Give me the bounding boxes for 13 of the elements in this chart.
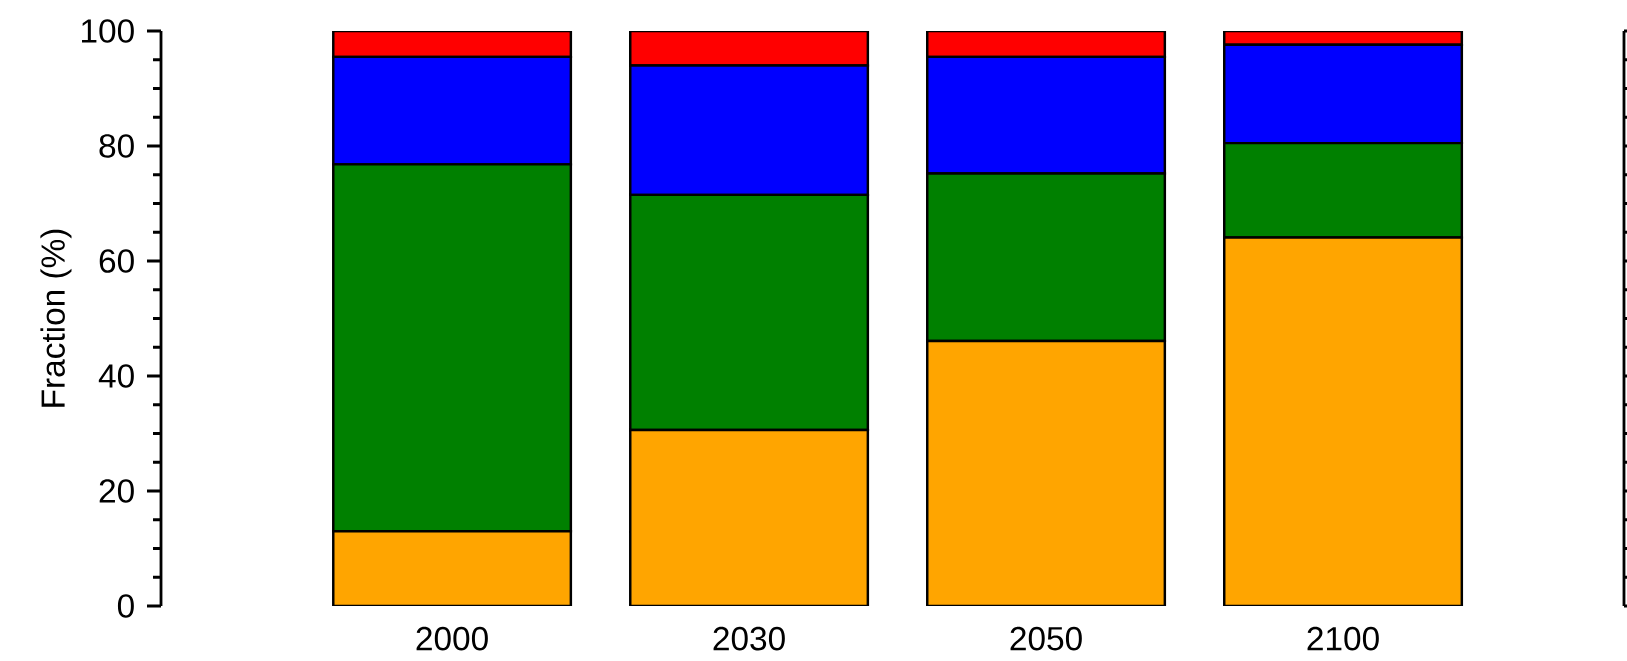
y-tick-label: 20 (99, 479, 134, 503)
x-tick-label: 2030 (713, 626, 785, 651)
y-tick-label: 0 (117, 594, 134, 618)
y-tick-label: 100 (82, 19, 134, 43)
x-tick-label: 2050 (1010, 626, 1082, 651)
y-tick-label: 40 (98, 364, 134, 388)
y-axis-title: Fraction (%) (40, 229, 72, 407)
x-tick-label: 2100 (1307, 626, 1379, 651)
x-tick-label: 2000 (416, 626, 488, 651)
bar (927, 340, 1165, 606)
y-tick-label: 60 (99, 249, 134, 273)
bar (1223, 236, 1464, 606)
y-tick-label: 80 (99, 134, 134, 158)
